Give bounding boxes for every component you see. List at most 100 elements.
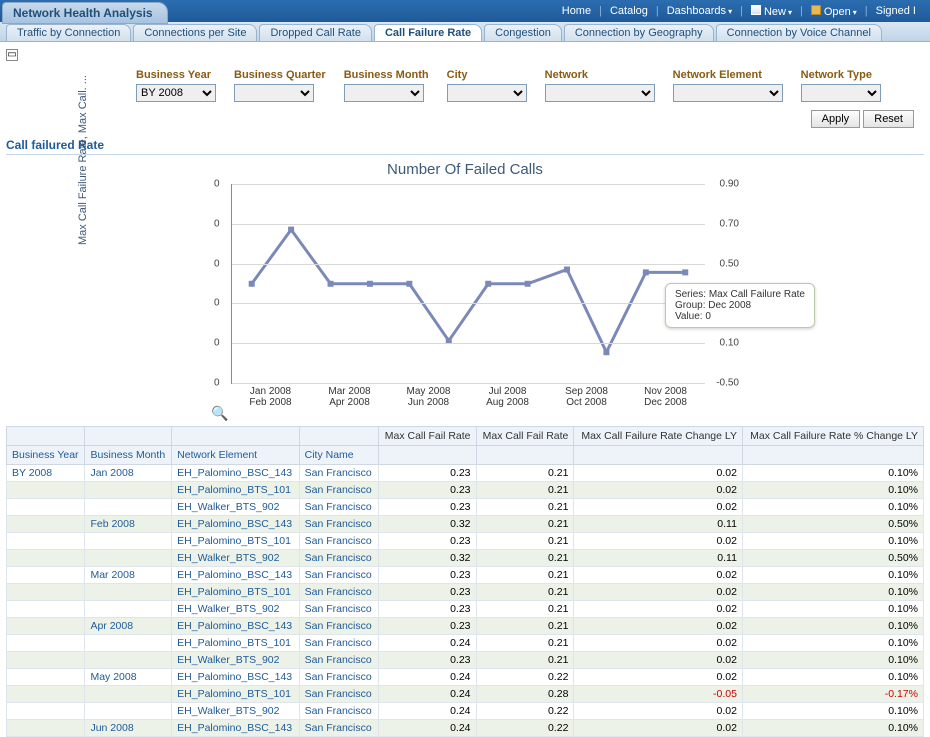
cell-metric: 0.21 — [476, 499, 574, 516]
line-marker[interactable] — [525, 281, 531, 287]
cell-metric: 0.02 — [574, 465, 743, 482]
cell-network-element[interactable]: EH_Palomino_BTS_101 — [172, 635, 299, 652]
metric-header[interactable]: Max Call Failure Rate % Change LY — [742, 427, 923, 446]
network-select[interactable] — [545, 84, 655, 102]
cell-city[interactable]: San Francisco — [299, 686, 378, 703]
nav-signed[interactable]: Signed I — [876, 5, 916, 17]
group-header[interactable]: Business Month — [85, 446, 172, 465]
cell-city[interactable]: San Francisco — [299, 635, 378, 652]
line-marker[interactable] — [249, 281, 255, 287]
cell-month[interactable]: Mar 2008 — [85, 567, 172, 584]
ytick-left: 0 — [214, 258, 220, 269]
cell-month[interactable]: May 2008 — [85, 669, 172, 686]
cell-metric: 0.50% — [742, 550, 923, 567]
line-marker[interactable] — [564, 267, 570, 273]
business-year-select[interactable]: BY 2008 — [136, 84, 216, 102]
cell-month — [85, 482, 172, 499]
cell-network-element[interactable]: EH_Palomino_BSC_143 — [172, 669, 299, 686]
cell-business-year[interactable]: BY 2008 — [7, 465, 85, 482]
cell-month[interactable]: Jun 2008 — [85, 720, 172, 737]
tab-congestion[interactable]: Congestion — [484, 24, 562, 41]
cell-city[interactable]: San Francisco — [299, 669, 378, 686]
cell-city[interactable]: San Francisco — [299, 720, 378, 737]
cell-month — [85, 584, 172, 601]
collapse-toggle[interactable]: ▭ — [6, 49, 18, 61]
apply-button[interactable]: Apply — [811, 110, 861, 128]
cell-network-element[interactable]: EH_Walker_BTS_902 — [172, 703, 299, 720]
nav-catalog[interactable]: Catalog — [610, 5, 648, 17]
table-row: Feb 2008EH_Palomino_BSC_143San Francisco… — [7, 516, 924, 533]
group-header[interactable]: Network Element — [172, 446, 299, 465]
cell-city[interactable]: San Francisco — [299, 550, 378, 567]
tab-connections-per-site[interactable]: Connections per Site — [133, 24, 257, 41]
metric-header[interactable]: Max Call Fail Rate — [378, 427, 476, 446]
cell-city[interactable]: San Francisco — [299, 533, 378, 550]
cell-network-element[interactable]: EH_Palomino_BSC_143 — [172, 720, 299, 737]
cell-city[interactable]: San Francisco — [299, 516, 378, 533]
cell-city[interactable]: San Francisco — [299, 601, 378, 618]
cell-month[interactable]: Jan 2008 — [85, 465, 172, 482]
cell-network-element[interactable]: EH_Walker_BTS_902 — [172, 550, 299, 567]
city-select[interactable] — [447, 84, 527, 102]
cell-month[interactable]: Apr 2008 — [85, 618, 172, 635]
metric-header[interactable]: Max Call Fail Rate — [476, 427, 574, 446]
x-tick: Aug 2008 — [478, 397, 538, 408]
nav-new[interactable]: New▾ — [751, 5, 792, 18]
tab-call-failure-rate[interactable]: Call Failure Rate — [374, 24, 482, 41]
cell-network-element[interactable]: EH_Palomino_BTS_101 — [172, 482, 299, 499]
line-marker[interactable] — [485, 281, 491, 287]
cell-metric: 0.02 — [574, 652, 743, 669]
line-marker[interactable] — [603, 349, 609, 355]
cell-metric: 0.23 — [378, 465, 476, 482]
line-marker[interactable] — [288, 227, 294, 233]
cell-metric: 0.22 — [476, 720, 574, 737]
line-marker[interactable] — [682, 269, 688, 275]
cell-month[interactable]: Feb 2008 — [85, 516, 172, 533]
cell-network-element[interactable]: EH_Walker_BTS_902 — [172, 652, 299, 669]
business-quarter-select[interactable] — [234, 84, 314, 102]
nav-open[interactable]: Open▾ — [811, 5, 857, 18]
cell-metric: 0.10% — [742, 618, 923, 635]
cell-metric: 0.21 — [476, 567, 574, 584]
tab-connection-by-voice-channel[interactable]: Connection by Voice Channel — [716, 24, 882, 41]
reset-button[interactable]: Reset — [863, 110, 914, 128]
network-element-select[interactable] — [673, 84, 783, 102]
cell-city[interactable]: San Francisco — [299, 465, 378, 482]
group-header[interactable]: Business Year — [7, 446, 85, 465]
network-type-select[interactable] — [801, 84, 881, 102]
cell-city[interactable]: San Francisco — [299, 618, 378, 635]
cell-city[interactable]: San Francisco — [299, 703, 378, 720]
tab-connection-by-geography[interactable]: Connection by Geography — [564, 24, 714, 41]
nav-home[interactable]: Home — [562, 5, 591, 17]
cell-network-element[interactable]: EH_Walker_BTS_902 — [172, 601, 299, 618]
cell-city[interactable]: San Francisco — [299, 652, 378, 669]
line-marker[interactable] — [643, 269, 649, 275]
cell-network-element[interactable]: EH_Palomino_BSC_143 — [172, 618, 299, 635]
cell-metric: 0.21 — [476, 550, 574, 567]
cell-city[interactable]: San Francisco — [299, 567, 378, 584]
line-marker[interactable] — [406, 281, 412, 287]
nav-dashboards[interactable]: Dashboards▾ — [667, 5, 732, 17]
cell-network-element[interactable]: EH_Palomino_BTS_101 — [172, 686, 299, 703]
metric-header[interactable]: Max Call Failure Rate Change LY — [574, 427, 743, 446]
cell-city[interactable]: San Francisco — [299, 499, 378, 516]
tab-traffic-by-connection[interactable]: Traffic by Connection — [6, 24, 131, 41]
filter-label: City — [447, 69, 527, 81]
line-marker[interactable] — [367, 281, 373, 287]
business-month-select[interactable] — [344, 84, 424, 102]
chart-tooltip: Series: Max Call Failure Rate Group: Dec… — [665, 283, 815, 328]
cell-network-element[interactable]: EH_Palomino_BTS_101 — [172, 584, 299, 601]
cell-city[interactable]: San Francisco — [299, 482, 378, 499]
cell-city[interactable]: San Francisco — [299, 584, 378, 601]
table-row: Jun 2008EH_Palomino_BSC_143San Francisco… — [7, 720, 924, 737]
cell-network-element[interactable]: EH_Palomino_BSC_143 — [172, 567, 299, 584]
cell-network-element[interactable]: EH_Walker_BTS_902 — [172, 499, 299, 516]
cell-network-element[interactable]: EH_Palomino_BSC_143 — [172, 516, 299, 533]
group-header[interactable]: City Name — [299, 446, 378, 465]
x-tick: Sep 2008 — [557, 386, 617, 397]
line-marker[interactable] — [328, 281, 334, 287]
cell-network-element[interactable]: EH_Palomino_BSC_143 — [172, 465, 299, 482]
tab-dropped-call-rate[interactable]: Dropped Call Rate — [259, 24, 372, 41]
magnify-icon[interactable]: 🔍 — [211, 405, 228, 422]
cell-network-element[interactable]: EH_Palomino_BTS_101 — [172, 533, 299, 550]
